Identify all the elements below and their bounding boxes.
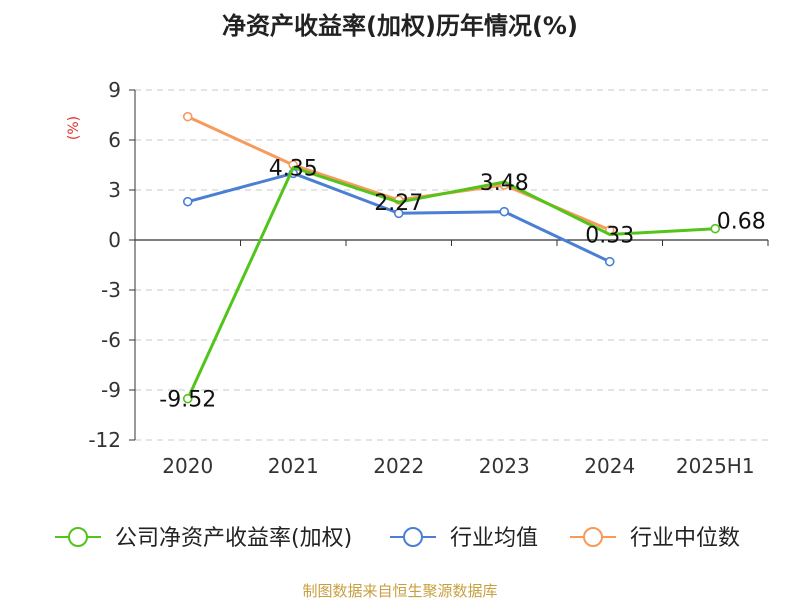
chart-title: 净资产收益率(加权)历年情况(%) bbox=[222, 12, 578, 40]
x-tick-label: 2025H1 bbox=[676, 454, 755, 478]
data-label: 0.33 bbox=[585, 224, 634, 249]
legend-marker-icon bbox=[403, 527, 423, 547]
x-tick-label: 2021 bbox=[268, 454, 319, 478]
data-point bbox=[182, 393, 193, 404]
source-note: 制图数据来自恒生聚源数据库 bbox=[302, 582, 497, 600]
data-labels: -9.52 4.35 2.27 3.48 0.33 0.68 bbox=[159, 157, 765, 413]
legend-label: 行业均值 bbox=[450, 526, 538, 551]
x-tick-label: 2023 bbox=[479, 454, 530, 478]
data-point bbox=[710, 223, 721, 234]
data-point bbox=[182, 111, 193, 122]
data-label: 2.27 bbox=[374, 191, 423, 216]
y-axis-label: (%) bbox=[66, 116, 82, 140]
y-tick-label: -9 bbox=[101, 378, 121, 402]
series-lines bbox=[182, 111, 721, 404]
data-label: 0.68 bbox=[717, 210, 766, 235]
series-line bbox=[186, 166, 716, 400]
data-label: 3.48 bbox=[480, 171, 529, 196]
x-tick-label: 2020 bbox=[162, 454, 213, 478]
legend-label: 行业中位数 bbox=[630, 526, 740, 551]
gridlines bbox=[135, 89, 768, 441]
legend-marker-icon bbox=[68, 527, 88, 547]
axes: 9 6 3 0 -3 -6 -9 -12 2020 2021 2022 2023 2024 2025H1 bbox=[88, 78, 769, 478]
data-point bbox=[393, 208, 404, 219]
legend-label: 公司净资产收益率(加权) bbox=[115, 526, 352, 551]
legend: 公司净资产收益率(加权) 行业均值 行业中位数 bbox=[55, 526, 740, 551]
y-tick-label: 6 bbox=[108, 128, 121, 152]
y-tick-label: -12 bbox=[88, 428, 121, 452]
legend-marker-icon bbox=[583, 527, 603, 547]
x-tick-label: 2024 bbox=[584, 454, 635, 478]
y-tick-label: 0 bbox=[108, 228, 121, 252]
data-point bbox=[499, 206, 510, 217]
y-tick-label: -3 bbox=[101, 278, 121, 302]
y-tick-label: -6 bbox=[101, 328, 121, 352]
data-point bbox=[182, 196, 193, 207]
x-tick-label: 2022 bbox=[373, 454, 424, 478]
y-tick-label: 9 bbox=[108, 78, 121, 102]
y-tick-label: 3 bbox=[108, 178, 121, 202]
data-point bbox=[604, 256, 615, 267]
data-label: 4.35 bbox=[269, 157, 318, 182]
data-label: -9.52 bbox=[159, 388, 216, 413]
